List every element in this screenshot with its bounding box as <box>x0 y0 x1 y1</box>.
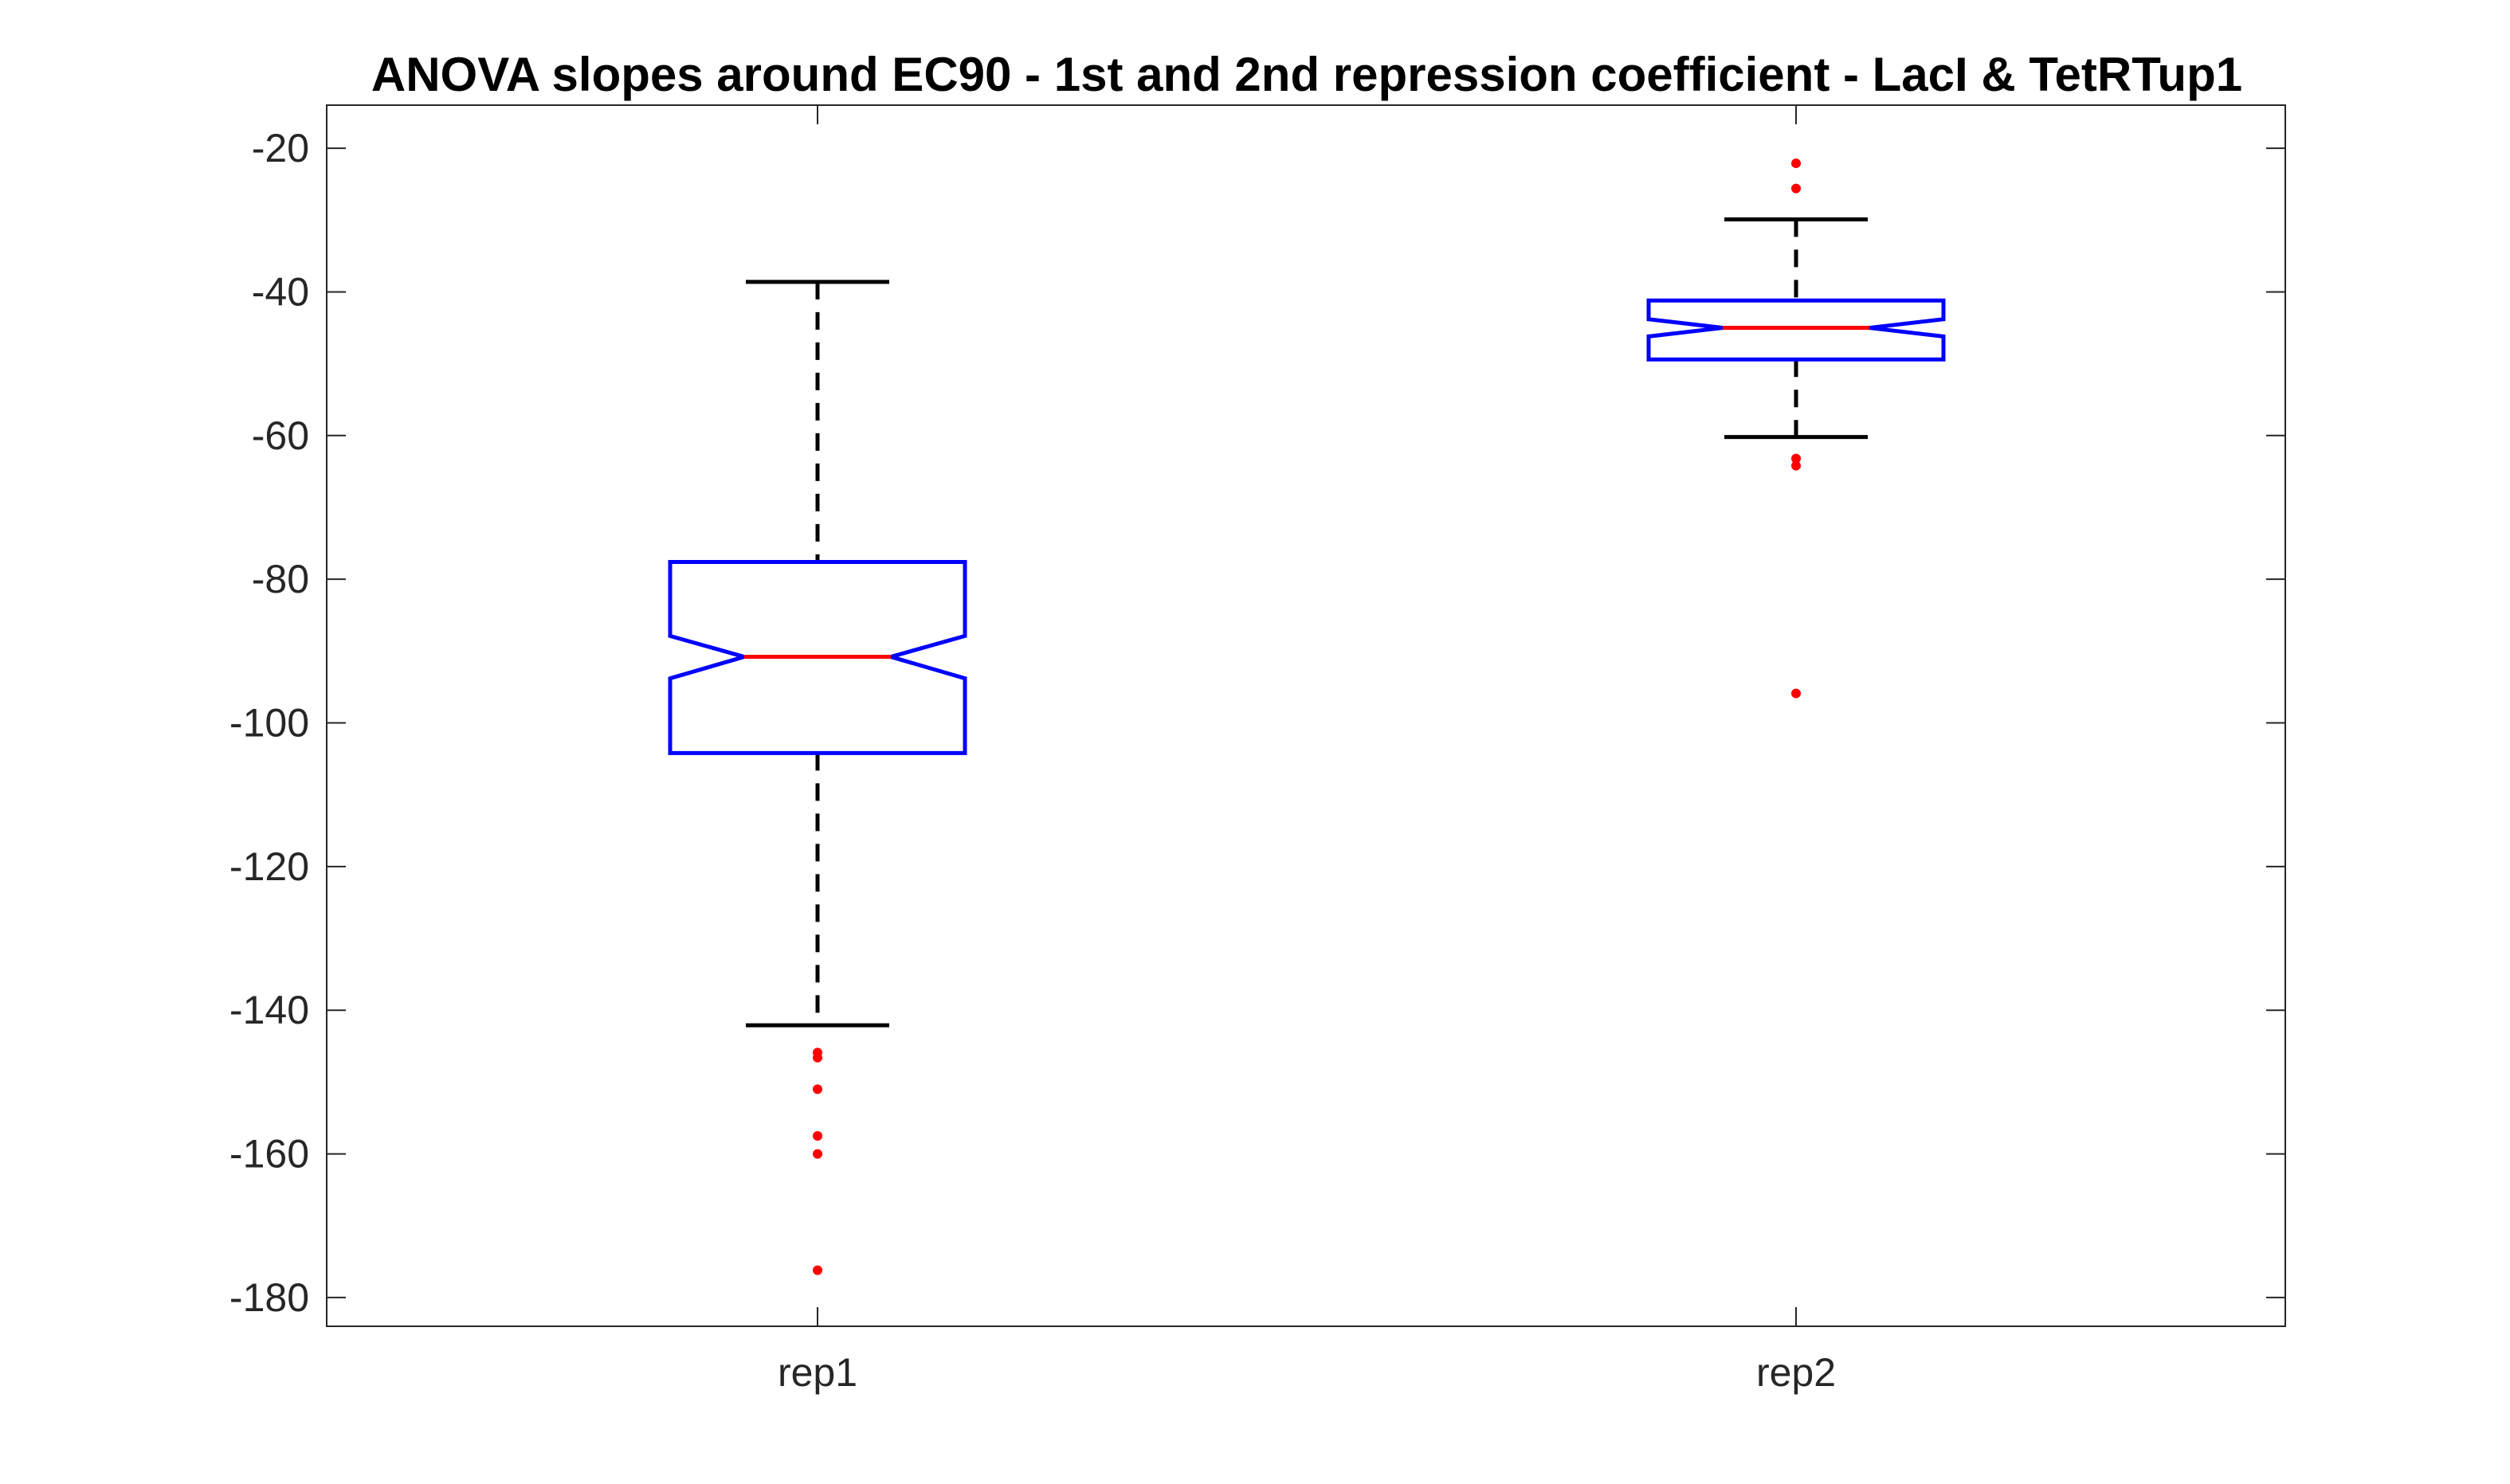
outlier-point-rep1 <box>813 1131 822 1141</box>
plot-area: -20 -40 -60 -80 -100 -120 -140 -160 -180 rep1 rep2 <box>229 104 2286 1395</box>
y-tick-label: -80 <box>252 557 309 601</box>
y-tick-label: -120 <box>229 844 309 889</box>
outlier-point-rep2 <box>1791 688 1801 699</box>
outlier-point-rep1 <box>813 1265 822 1275</box>
outlier-point-rep2 <box>1791 460 1801 471</box>
outlier-point-rep1 <box>813 1084 822 1094</box>
x-tick-label-rep1: rep1 <box>778 1350 857 1395</box>
outlier-point-rep1 <box>813 1149 822 1159</box>
outlier-point-rep1 <box>813 1052 822 1063</box>
y-tick-label: -140 <box>229 988 309 1032</box>
outlier-point-rep2 <box>1791 183 1801 194</box>
chart-title: ANOVA slopes around EC90 - 1st and 2nd r… <box>371 48 2242 101</box>
y-tick-label: -160 <box>229 1132 309 1177</box>
y-tick-label: -60 <box>252 413 309 458</box>
y-tick-label: -100 <box>229 701 309 746</box>
y-tick-label: -180 <box>229 1275 309 1320</box>
y-tick-label: -40 <box>252 269 309 314</box>
outlier-point-rep2 <box>1791 159 1801 169</box>
x-tick-label-rep2: rep2 <box>1756 1350 1836 1395</box>
axes-frame <box>326 104 2286 1327</box>
outlier-point-rep2 <box>1791 453 1801 464</box>
y-tick-label: -20 <box>252 126 309 170</box>
box-rep2 <box>1646 298 1946 362</box>
